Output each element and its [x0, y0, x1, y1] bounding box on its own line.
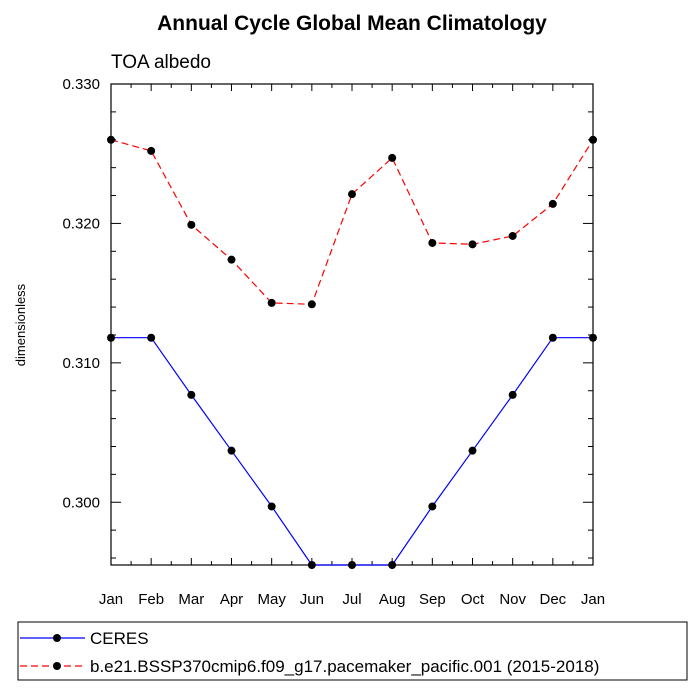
series-group [107, 135, 597, 569]
axes: Jan Feb Mar Apr May Jun Jul Aug Sep Oct Nov Dec Jan 0… [62, 76, 605, 608]
series-2-point [548, 199, 557, 208]
series-1-point [227, 446, 236, 455]
series-2-point [388, 153, 397, 162]
legend-marker-1 [53, 634, 61, 642]
series-2 [107, 135, 597, 309]
y-tick-label: 0.300 [62, 494, 100, 511]
y-tick-label: 0.320 [62, 215, 100, 232]
series-1-point [187, 390, 196, 399]
y-tick-label: 0.330 [62, 76, 100, 93]
series-2-point [307, 300, 316, 309]
series-2-point [227, 255, 236, 264]
series-2-point [468, 240, 477, 249]
series-2-point [107, 135, 115, 144]
x-tick-label: Jun [300, 591, 324, 608]
series-1-point [107, 333, 115, 342]
series-2-point [267, 298, 276, 307]
legend: CERES b.e21.BSSP370cmip6.f09_g17.pacemake… [20, 629, 599, 676]
x-tick-label: Feb [138, 591, 164, 608]
series-2-point [428, 238, 437, 247]
legend-box [17, 621, 688, 681]
series-1-point [388, 561, 397, 569]
legend-marker-2 [53, 662, 61, 670]
series-1-point [508, 390, 517, 399]
series-1-point [267, 502, 276, 511]
series-2-point [187, 220, 196, 229]
series-2-line [110, 139, 594, 305]
chart-subtitle: TOA albedo [111, 52, 211, 73]
x-tick-label: Jan [581, 591, 605, 608]
series-1-point [548, 333, 557, 342]
series-1-line [111, 337, 593, 566]
x-tick-label: Sep [419, 591, 446, 608]
series-1-point [428, 502, 437, 511]
y-axis-label: dimensionless [13, 283, 28, 366]
plot-frame [110, 83, 594, 566]
series-2-point [147, 146, 156, 155]
legend-label-2: b.e21.BSSP370cmip6.f09_g17.pacemaker_pac… [90, 657, 599, 676]
x-tick-label: Aug [379, 591, 406, 608]
x-tick-label: Jan [99, 591, 123, 608]
series-1-point [589, 333, 597, 342]
x-tick-label: Oct [461, 591, 485, 608]
y-tick-label: 0.310 [62, 355, 100, 372]
series-1-point [307, 561, 316, 569]
chart-title: Annual Cycle Global Mean Climatology [157, 12, 547, 35]
series-2-point [348, 190, 356, 199]
series-2-point [508, 231, 517, 240]
x-tick-label: May [257, 591, 286, 608]
series-1-point [348, 561, 356, 569]
series-2-point [589, 135, 597, 144]
x-tick-label: Nov [499, 591, 526, 608]
x-tick-label: Mar [178, 591, 204, 608]
legend-label-1: CERES [90, 629, 149, 648]
x-tick-label: Dec [539, 591, 566, 608]
series-1 [107, 333, 597, 569]
x-tick-label: Apr [220, 591, 243, 608]
series-1-point [147, 333, 156, 342]
x-tick-label: Jul [342, 591, 361, 608]
series-1-point [468, 446, 477, 455]
